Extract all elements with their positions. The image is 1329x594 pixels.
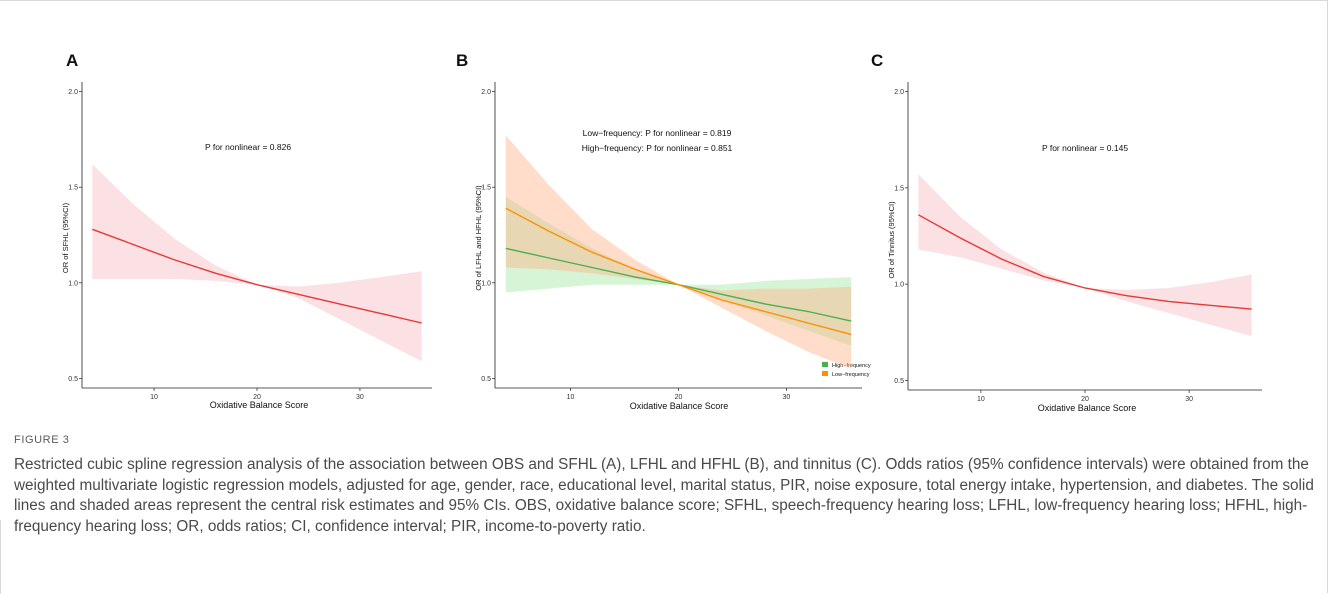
panel-a-spline-line-0 bbox=[92, 228, 422, 324]
panel-a-x-tick-label: 10 bbox=[150, 394, 158, 401]
panel-b-x-axis-title: Oxidative Balance Score bbox=[630, 401, 729, 411]
panel-c-x-axis-title: Oxidative Balance Score bbox=[1038, 403, 1137, 413]
panel-b-ci-band-0 bbox=[505, 196, 852, 346]
panel-a-ci-band-0 bbox=[92, 164, 422, 362]
legend-label-low-frequency: Low−frequency bbox=[832, 372, 870, 378]
panel-b-ci-band-1 bbox=[505, 135, 852, 369]
panel-c-y-tick-label: 2.0 bbox=[894, 89, 904, 96]
panel-c-y-axis-title: OR of Tinnitus (95%CI) bbox=[887, 201, 896, 279]
panel-a-x-axis-title: Oxidative Balance Score bbox=[210, 400, 309, 410]
panel-b-x-tick-label: 10 bbox=[567, 394, 575, 401]
panel-a-annotation: P for nonlinear = 0.826 bbox=[205, 142, 291, 152]
figure-label: FIGURE 3 bbox=[14, 434, 70, 446]
panel-c: C P for nonlinear = 0.145 Oxidative Bala… bbox=[871, 51, 1136, 413]
panel-a-y-tick-label: 0.5 bbox=[68, 376, 78, 383]
panel-b-x-tick-label: 30 bbox=[783, 394, 791, 401]
panel-b-x-tick-label: 20 bbox=[675, 394, 683, 401]
legend-swatch-low-frequency bbox=[822, 371, 828, 376]
panel-a-y-tick-label: 1.5 bbox=[68, 185, 78, 192]
panel-b-y-tick-label: 0.5 bbox=[481, 376, 491, 383]
panel-b-y-tick-label: 1.5 bbox=[481, 185, 491, 192]
panel-b-annotation-low: Low−frequency: P for nonlinear = 0.819 bbox=[583, 128, 732, 138]
panel-a-x-tick-label: 30 bbox=[356, 394, 364, 401]
panel-c-y-tick-label: 1.5 bbox=[894, 185, 904, 192]
panel-a-y-tick-label: 1.0 bbox=[68, 280, 78, 287]
panel-a-y-tick-label: 2.0 bbox=[68, 89, 78, 96]
figure-caption: Restricted cubic spline regression analy… bbox=[14, 456, 1314, 535]
panel-b-y-tick-label: 1.0 bbox=[481, 280, 491, 287]
panel-c-ci-band-0 bbox=[918, 174, 1252, 337]
panel-c-x-tick-label: 30 bbox=[1185, 396, 1193, 403]
panel-a-letter: A bbox=[66, 51, 78, 70]
legend-label-high-frequency: High−frequency bbox=[832, 363, 871, 369]
panel-b-spline-line-1 bbox=[505, 207, 852, 336]
panel-b-y-axis-title: OR of LFHL and HFHL (95%CI) bbox=[474, 185, 483, 291]
panel-a-y-axis-title: OR of SFHL (95%CI) bbox=[61, 202, 70, 273]
panel-c-x-tick-label: 20 bbox=[1081, 396, 1089, 403]
panel-c-y-tick-label: 0.5 bbox=[894, 378, 904, 385]
frame-left-edge bbox=[0, 520, 1, 594]
panel-c-y-tick-label: 1.0 bbox=[894, 282, 904, 289]
panel-a-x-tick-label: 20 bbox=[253, 394, 261, 401]
panel-c-spline-line-0 bbox=[918, 214, 1252, 310]
panel-b-annotation-high: High−frequency: P for nonlinear = 0.851 bbox=[582, 143, 733, 153]
panel-a: A P for nonlinear = 0.826 Oxidative Bala… bbox=[61, 51, 308, 410]
panel-b: B Low−frequency: P for nonlinear = 0.819… bbox=[456, 51, 871, 411]
panel-b-legend: High−frequency Low−frequency bbox=[822, 362, 871, 378]
panel-b-letter: B bbox=[456, 51, 468, 70]
legend-swatch-high-frequency bbox=[822, 362, 828, 367]
figure-panels: A P for nonlinear = 0.826 Oxidative Bala… bbox=[61, 51, 1262, 413]
panel-c-letter: C bbox=[871, 51, 883, 70]
panel-c-x-tick-label: 10 bbox=[977, 396, 985, 403]
panel-b-y-tick-label: 2.0 bbox=[481, 89, 491, 96]
panel-c-annotation: P for nonlinear = 0.145 bbox=[1042, 143, 1128, 153]
